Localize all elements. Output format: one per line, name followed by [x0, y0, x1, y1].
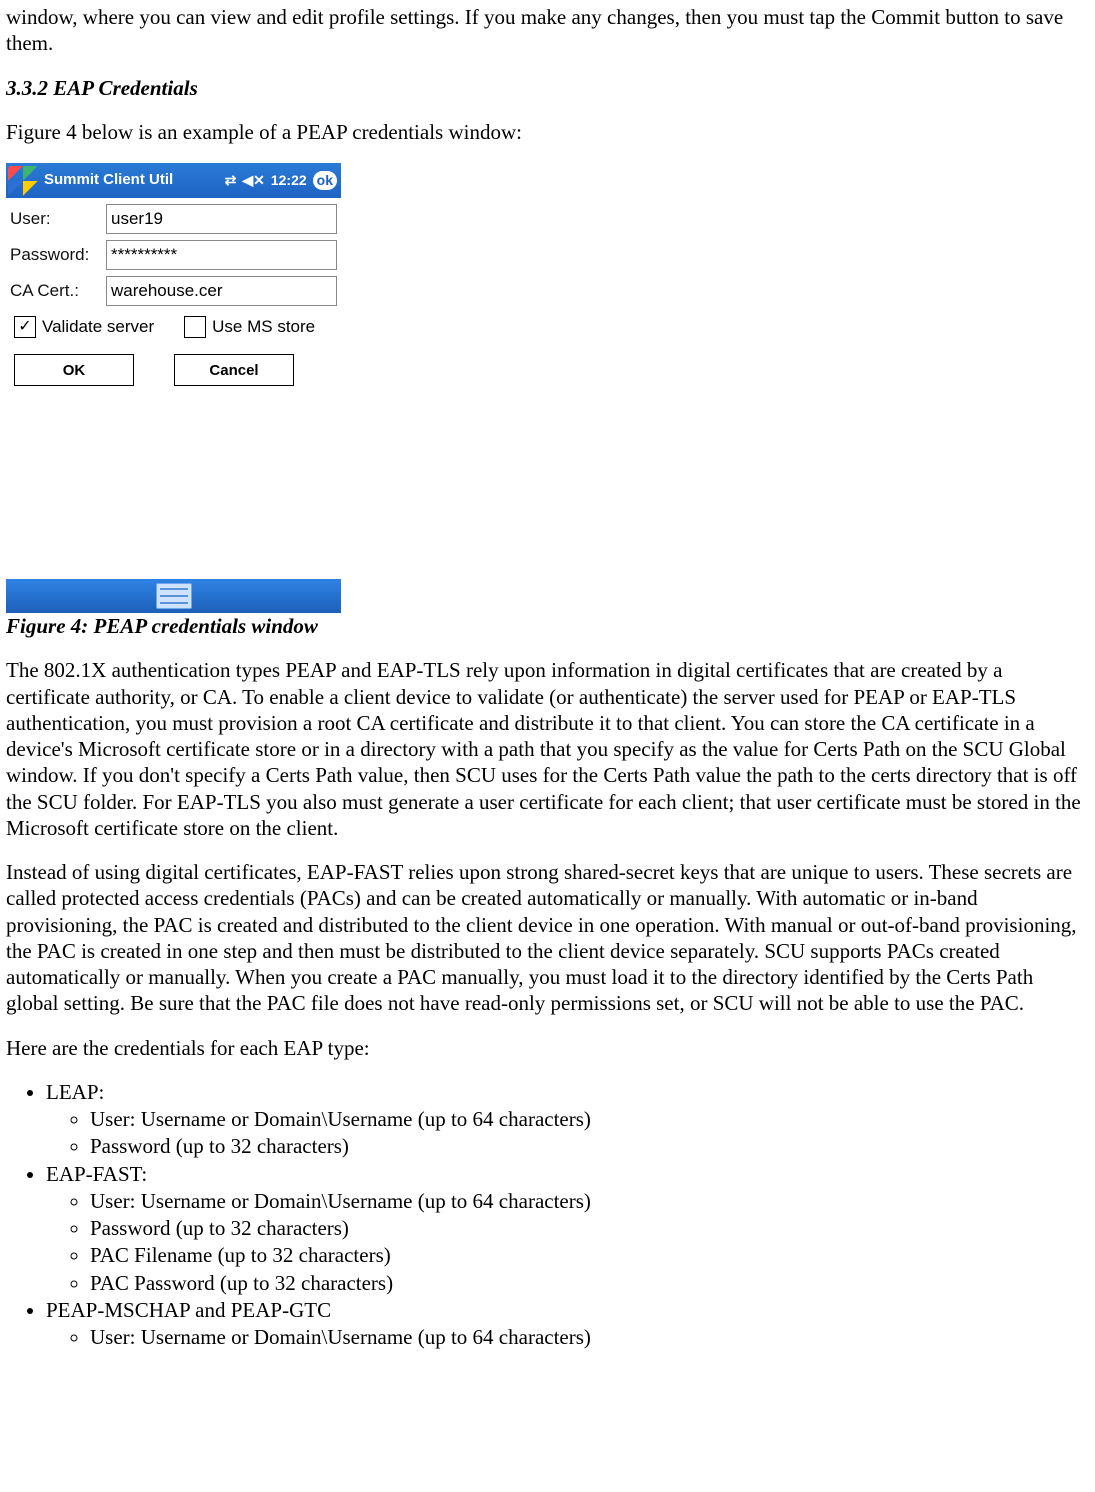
task-bar: [6, 579, 341, 613]
title-bar: Summit Client Util ⇄ ◀✕ 12:22 ok: [6, 163, 341, 198]
list-item: User: Username or Domain\Username (up to…: [90, 1324, 1089, 1350]
list-item: PAC Filename (up to 32 characters): [90, 1242, 1089, 1268]
intro-paragraph: window, where you can view and edit prof…: [6, 4, 1089, 57]
password-label: Password:: [10, 244, 106, 265]
user-label: User:: [10, 208, 106, 229]
connectivity-icon[interactable]: ⇄: [225, 172, 237, 190]
use-ms-store-label: Use MS store: [212, 316, 315, 337]
user-input[interactable]: [106, 204, 337, 234]
paragraph-8021x: The 802.1X authentication types PEAP and…: [6, 657, 1089, 841]
figure-intro: Figure 4 below is an example of a PEAP c…: [6, 119, 1089, 145]
eap-types-list: LEAP: User: Username or Domain\Username …: [6, 1079, 1089, 1351]
list-item: Password (up to 32 characters): [90, 1133, 1089, 1159]
list-item: LEAP: User: Username or Domain\Username …: [46, 1079, 1089, 1160]
form-area: User: Password: CA Cert.: ✓ Validate ser…: [6, 198, 341, 386]
section-heading: 3.3.2 EAP Credentials: [6, 75, 1089, 101]
start-icon[interactable]: [8, 166, 38, 196]
peap-credentials-screenshot: Summit Client Util ⇄ ◀✕ 12:22 ok User: P…: [6, 163, 341, 613]
leap-title: LEAP:: [46, 1080, 104, 1104]
peap-title: PEAP-MSCHAP and PEAP-GTC: [46, 1298, 331, 1322]
validate-server-checkbox[interactable]: ✓: [14, 316, 36, 338]
list-item: Password (up to 32 characters): [90, 1215, 1089, 1241]
list-item: PAC Password (up to 32 characters): [90, 1270, 1089, 1296]
paragraph-eapfast: Instead of using digital certificates, E…: [6, 859, 1089, 1017]
figure-caption: Figure 4: PEAP credentials window: [6, 613, 1089, 639]
validate-server-label: Validate server: [42, 316, 154, 337]
cancel-button[interactable]: Cancel: [174, 354, 294, 386]
cacert-input[interactable]: [106, 276, 337, 306]
list-item: User: Username or Domain\Username (up to…: [90, 1106, 1089, 1132]
eapfast-title: EAP-FAST:: [46, 1162, 147, 1186]
list-item: EAP-FAST: User: Username or Domain\Usern…: [46, 1161, 1089, 1296]
ok-titlebar-button[interactable]: ok: [313, 171, 337, 191]
password-input[interactable]: [106, 240, 337, 270]
list-item: User: Username or Domain\Username (up to…: [90, 1188, 1089, 1214]
volume-icon[interactable]: ◀✕: [242, 172, 265, 190]
cacert-label: CA Cert.:: [10, 280, 106, 301]
list-item: PEAP-MSCHAP and PEAP-GTC User: Username …: [46, 1297, 1089, 1351]
clock: 12:22: [271, 172, 307, 190]
credentials-intro: Here are the credentials for each EAP ty…: [6, 1035, 1089, 1061]
tray: ⇄ ◀✕ 12:22 ok: [225, 171, 337, 191]
use-ms-store-checkbox[interactable]: [184, 316, 206, 338]
window-title: Summit Client Util: [44, 171, 225, 190]
ok-button[interactable]: OK: [14, 354, 134, 386]
keyboard-icon[interactable]: [156, 583, 192, 609]
